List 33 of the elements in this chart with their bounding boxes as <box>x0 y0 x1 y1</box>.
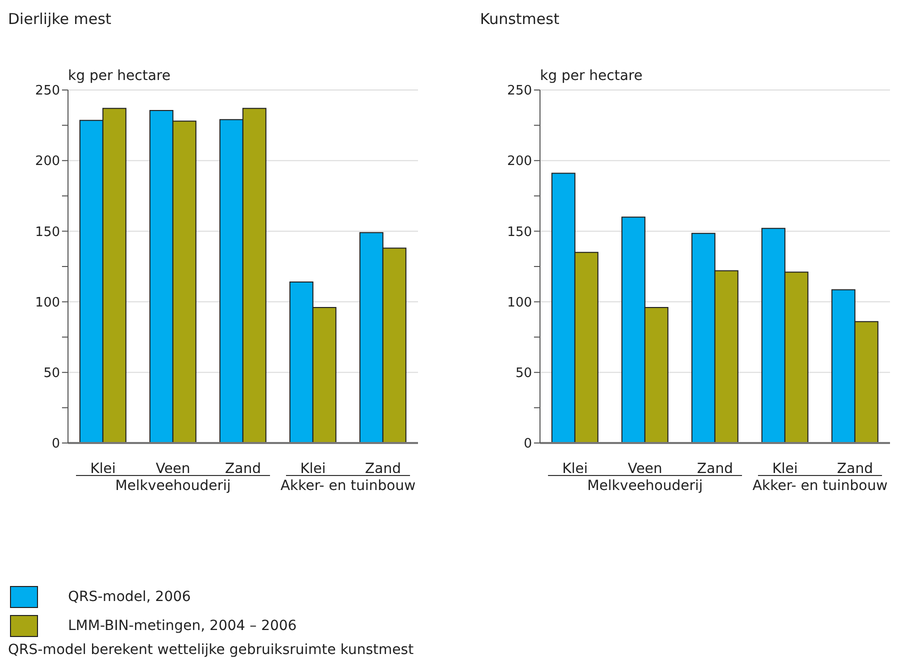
legend-label: QRS-model, 2006 <box>68 588 191 604</box>
text: Melkveehouderij <box>587 478 703 494</box>
y-tick-label: 150 <box>35 224 60 240</box>
x-tick-label: Klei <box>300 460 326 477</box>
y-tick-label: 0 <box>52 436 60 452</box>
x-tick-label: Zand <box>697 460 733 477</box>
chart-title: Kunstmest <box>480 10 560 28</box>
y-tick-label: 200 <box>507 154 532 170</box>
y-tick-label: 0 <box>524 436 532 452</box>
chart-title: Dierlijke mest <box>8 10 112 28</box>
y-tick-label: 250 <box>35 84 60 99</box>
text: QRS-model berekent wettelijke gebruiksruimte kunstmest <box>8 642 414 658</box>
legend-label: LMM-BIN-metingen, 2004 – 2006 <box>68 618 297 634</box>
text: Akker- en tuinbouw <box>752 478 888 494</box>
y-tick-label: 50 <box>43 366 60 382</box>
x-tick-label: Zand <box>365 460 401 477</box>
y-tick-label: 100 <box>507 295 532 310</box>
x-tick-label: Zand <box>225 460 261 477</box>
x-tick-label: Klei <box>562 460 588 477</box>
text: Melkveehouderij <box>115 478 231 494</box>
y-tick-label: 150 <box>507 224 532 240</box>
y-axis-title: kg per hectare <box>540 68 642 84</box>
y-tick-label: 200 <box>35 154 60 170</box>
x-tick-label: Veen <box>628 460 662 477</box>
x-tick-label: Klei <box>90 460 116 477</box>
y-axis-title: kg per hectare <box>68 68 170 84</box>
y-tick-label: 100 <box>35 295 60 310</box>
y-tick-label: 250 <box>507 84 532 99</box>
x-tick-label: Zand <box>837 460 873 477</box>
x-tick-label: Veen <box>156 460 190 477</box>
x-tick-label: Klei <box>772 460 798 477</box>
y-tick-label: 50 <box>515 366 532 382</box>
text: Akker- en tuinbouw <box>280 478 416 494</box>
